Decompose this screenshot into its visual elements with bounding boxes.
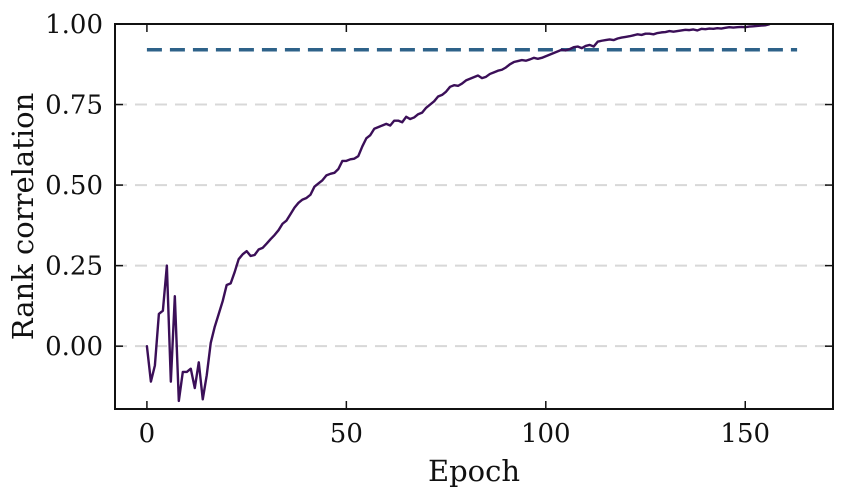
x-tick-label-2: 100 xyxy=(521,419,571,449)
x-tick-label-1: 50 xyxy=(330,419,363,449)
y-tick-label-4: 1.00 xyxy=(45,10,103,40)
series-layer xyxy=(145,23,771,403)
y-tick-label-1: 0.25 xyxy=(45,252,103,282)
y-tick-label-3: 0.75 xyxy=(45,91,103,121)
x-axis-ticks: 0 50 100 150 xyxy=(139,24,770,449)
x-tick-label-0: 0 xyxy=(139,419,156,449)
y-tick-label-2: 0.50 xyxy=(45,171,103,201)
y-tick-label-0: 0.00 xyxy=(45,332,103,362)
series-line-0 xyxy=(145,23,771,403)
y-axis-label: Rank correlation xyxy=(6,93,40,340)
plot-frame xyxy=(114,23,834,410)
y-axis-ticks: 0.00 0.25 0.50 0.75 1.00 xyxy=(45,10,833,362)
x-axis-label: Epoch xyxy=(428,454,520,488)
grid-layer xyxy=(115,103,833,348)
x-tick-label-3: 150 xyxy=(720,419,770,449)
